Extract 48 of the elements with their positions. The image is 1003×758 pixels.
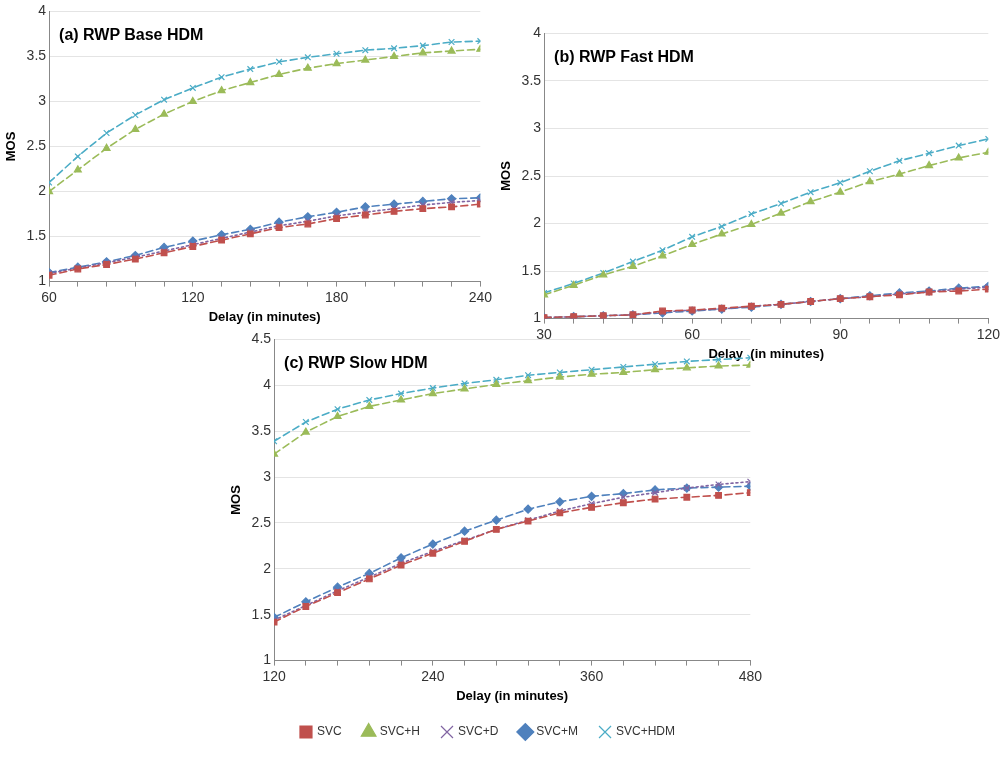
text: (a) RWP Base HDM: [59, 25, 204, 43]
y-tick-label: 1.5: [251, 605, 272, 622]
y-tick-label: 2: [38, 182, 47, 199]
y-tick-label: 2: [533, 214, 542, 231]
y-tick-label: 1.5: [26, 227, 47, 244]
y-tick-label: 3: [533, 119, 542, 136]
x-tick-label: 240: [421, 667, 445, 684]
y-tick-label: 3.5: [251, 422, 272, 439]
x-tick-label: 480: [738, 667, 763, 684]
y-tick-label: 1: [38, 272, 47, 289]
y-tick-label: 1: [533, 309, 542, 326]
x-axis-title: Delay (in minutes): [708, 345, 824, 361]
x-tick-label: 120: [181, 288, 205, 305]
y-tick-label: 4.5: [251, 330, 272, 347]
y-tick-label: 2: [263, 559, 272, 576]
y-tick-label: 4: [533, 24, 542, 41]
x-tick-label: 120: [262, 667, 286, 684]
y-tick-label: 1.5: [521, 261, 542, 278]
legend-label: SVC+M: [536, 724, 579, 739]
y-axis-title: MOS: [228, 484, 244, 515]
legend-label: SVC+HDM: [616, 724, 676, 739]
x-tick-label: 360: [579, 667, 604, 684]
legend-label: SVC+H: [379, 724, 420, 739]
x-tick-label: 180: [324, 288, 349, 305]
y-tick-label: 3.5: [26, 47, 47, 64]
x-axis-title: Delay (in minutes): [208, 308, 321, 324]
y-tick-label: 3: [263, 467, 272, 484]
x-axis-title: Delay (in minutes): [456, 687, 569, 703]
legend-label: SVC: [316, 724, 342, 739]
y-tick-label: 4: [38, 2, 47, 19]
y-tick-label: 3: [38, 92, 47, 109]
text: (c) RWP Slow HDM: [284, 353, 428, 371]
x-tick-label: 120: [976, 325, 1001, 342]
y-tick-label: 1: [263, 651, 272, 668]
text: (b) RWP Fast HDM: [554, 47, 694, 65]
y-tick-label: 2.5: [26, 137, 47, 154]
y-tick-label: 4: [263, 376, 272, 393]
x-tick-label: 60: [684, 325, 701, 342]
x-tick-label: 30: [536, 325, 553, 342]
y-axis-title: MOS: [3, 131, 19, 162]
y-tick-label: 3.5: [521, 71, 542, 88]
y-tick-label: 2.5: [251, 513, 272, 530]
x-tick-label: 60: [41, 288, 58, 305]
y-axis-title: MOS: [498, 160, 514, 191]
x-tick-label: 90: [832, 325, 849, 342]
legend-label: SVC+D: [457, 724, 499, 739]
y-tick-label: 2.5: [521, 166, 542, 183]
x-tick-label: 240: [468, 288, 493, 305]
